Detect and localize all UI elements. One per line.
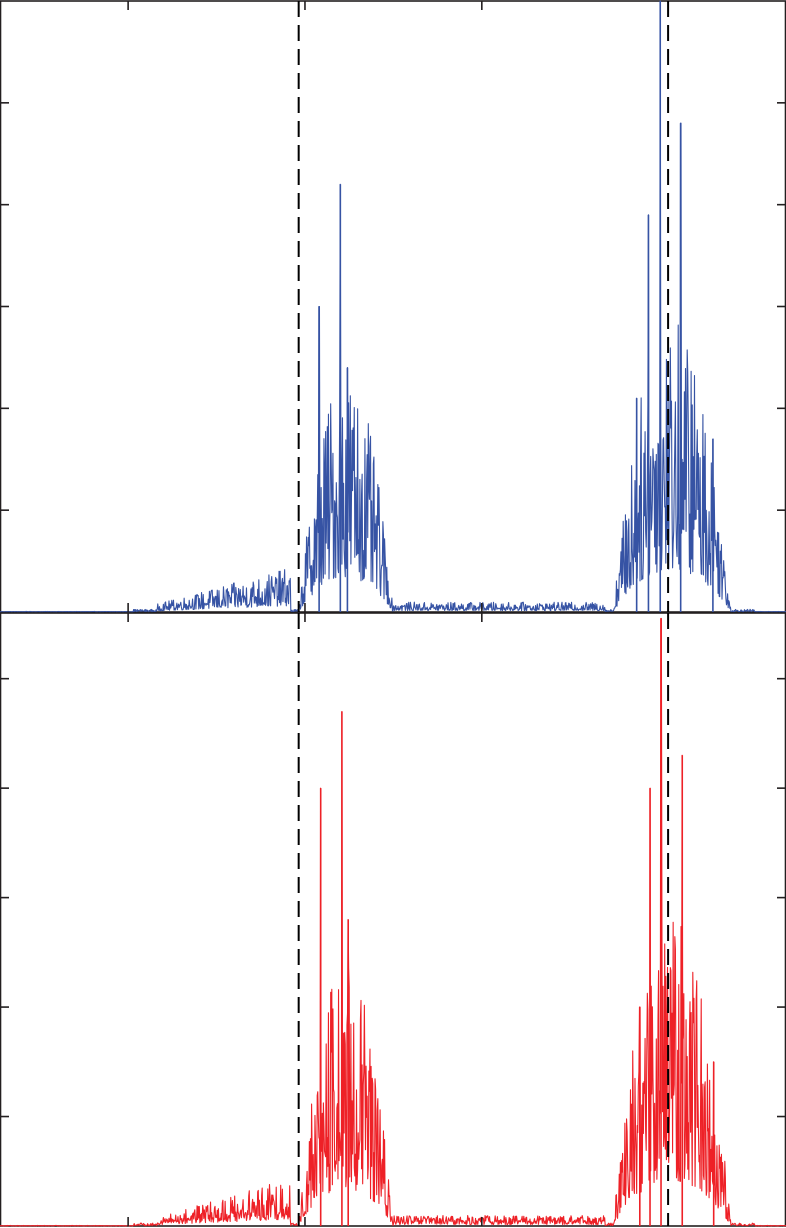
spectrum-line xyxy=(0,617,786,1227)
spectrum-line xyxy=(0,0,786,613)
panel-2 xyxy=(0,612,786,1227)
panel-1 xyxy=(0,0,786,613)
axes-frame xyxy=(0,612,786,1227)
